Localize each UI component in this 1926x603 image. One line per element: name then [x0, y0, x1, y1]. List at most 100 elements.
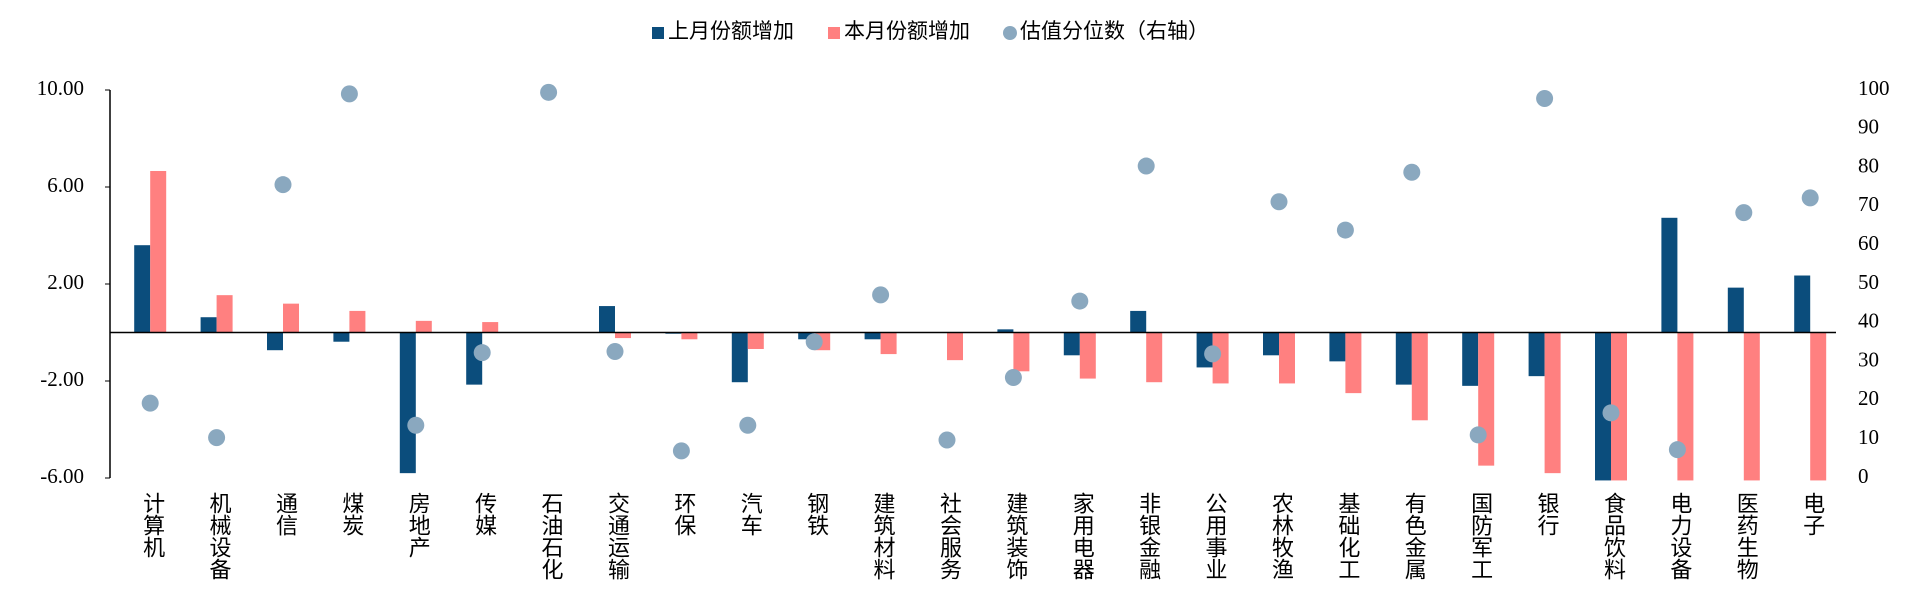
- y2-tick-label: 100: [1858, 76, 1890, 100]
- x-tick-label: 国防军工: [1468, 492, 1493, 580]
- y-tick-label: 6.00: [47, 173, 84, 197]
- dot: [1602, 404, 1620, 422]
- bar: [798, 332, 815, 340]
- bar: [1212, 332, 1229, 384]
- x-tick-label: 医药生物: [1734, 492, 1759, 580]
- bar: [150, 170, 167, 333]
- bar: [1146, 332, 1163, 383]
- dot: [208, 429, 226, 447]
- bar: [1611, 332, 1627, 481]
- bar: [615, 332, 631, 339]
- bar: [1478, 332, 1495, 466]
- x-tick-label: 公用事业: [1203, 492, 1228, 580]
- dot: [739, 416, 757, 434]
- y-tick-label: 10.00: [37, 76, 84, 100]
- bar: [267, 332, 283, 351]
- y2-tick-label: 30: [1858, 347, 1879, 371]
- legend-label: 估值分位数（右轴）: [1020, 19, 1209, 43]
- legend-label: 本月份额增加: [844, 19, 970, 43]
- y-tick-label: -6.00: [40, 464, 84, 488]
- bar: [1263, 332, 1279, 356]
- x-tick-label: 电子: [1800, 492, 1825, 536]
- dot: [606, 343, 624, 361]
- dot: [1071, 292, 1089, 310]
- legend-marker: [1003, 26, 1017, 40]
- x-tick-label: 机械设备: [207, 492, 232, 580]
- y2-tick-label: 0: [1858, 464, 1869, 488]
- bar: [1677, 332, 1694, 481]
- legend-marker: [828, 27, 840, 39]
- bar: [1411, 332, 1428, 421]
- y2-tick-label: 90: [1858, 115, 1879, 139]
- bar: [200, 317, 217, 333]
- x-tick-label: 石油石化: [539, 492, 564, 580]
- x-tick-label: 计算机: [140, 492, 165, 558]
- bar: [1395, 332, 1412, 385]
- y2-tick-label: 50: [1858, 270, 1879, 294]
- y2-tick-label: 10: [1858, 425, 1879, 449]
- bar: [415, 320, 432, 333]
- bar: [1810, 332, 1827, 481]
- x-tick-label: 通信: [273, 492, 298, 536]
- x-tick-label: 建筑装饰: [1003, 492, 1028, 580]
- bar: [1079, 332, 1096, 379]
- dot: [340, 85, 358, 103]
- x-tick-label: 传媒: [472, 492, 497, 536]
- bar: [1528, 332, 1545, 377]
- dot: [407, 416, 425, 434]
- x-tick-label: 农林牧渔: [1269, 492, 1294, 580]
- legend-label: 上月份额增加: [668, 19, 794, 43]
- bar: [1130, 310, 1147, 333]
- bar: [134, 245, 151, 333]
- x-tick-label: 建筑材料: [871, 492, 896, 580]
- x-tick-label: 电力设备: [1667, 492, 1692, 580]
- x-tick-label: 银行: [1535, 492, 1560, 536]
- bar: [1279, 332, 1295, 384]
- y2-tick-label: 40: [1858, 309, 1879, 333]
- bar: [216, 295, 233, 333]
- bar: [1794, 275, 1811, 333]
- bar: [1743, 332, 1760, 481]
- bar: [1345, 332, 1362, 394]
- bar: [1595, 332, 1611, 481]
- dot: [1469, 426, 1487, 444]
- x-tick-label: 环保: [671, 492, 696, 536]
- x-tick-label: 交通运输: [605, 492, 630, 580]
- bar: [1661, 217, 1678, 333]
- x-tick-label: 非银金融: [1136, 492, 1161, 580]
- bar: [747, 332, 764, 349]
- x-tick-label: 有色金属: [1402, 492, 1427, 580]
- dot: [540, 83, 558, 101]
- bar: [1727, 287, 1744, 333]
- bar: [997, 329, 1014, 333]
- bar: [1329, 332, 1346, 362]
- y-tick-label: 2.00: [47, 270, 84, 294]
- bar: [399, 332, 416, 474]
- dot: [1004, 369, 1022, 387]
- dot: [1668, 441, 1686, 459]
- bar: [1013, 332, 1030, 372]
- x-tick-label: 家用电器: [1070, 492, 1095, 580]
- dot: [1735, 204, 1753, 222]
- bar: [731, 332, 748, 383]
- bar: [681, 332, 698, 340]
- x-tick-label: 基础化工: [1335, 492, 1360, 580]
- dot: [1336, 221, 1354, 239]
- x-tick-label: 食品饮料: [1601, 492, 1626, 580]
- x-tick-label: 钢铁: [804, 492, 829, 536]
- dot: [805, 333, 823, 351]
- bar: [880, 332, 897, 355]
- dot: [1403, 163, 1421, 181]
- x-tick-label: 汽车: [738, 492, 763, 536]
- y2-tick-label: 20: [1858, 386, 1879, 410]
- dot: [473, 344, 491, 362]
- dot: [274, 176, 292, 194]
- dot: [1137, 157, 1155, 175]
- bar: [1462, 332, 1479, 386]
- dot: [1801, 189, 1819, 207]
- bar: [947, 332, 963, 361]
- bar: [482, 322, 499, 333]
- y2-tick-label: 80: [1858, 153, 1879, 177]
- bar: [1063, 332, 1080, 356]
